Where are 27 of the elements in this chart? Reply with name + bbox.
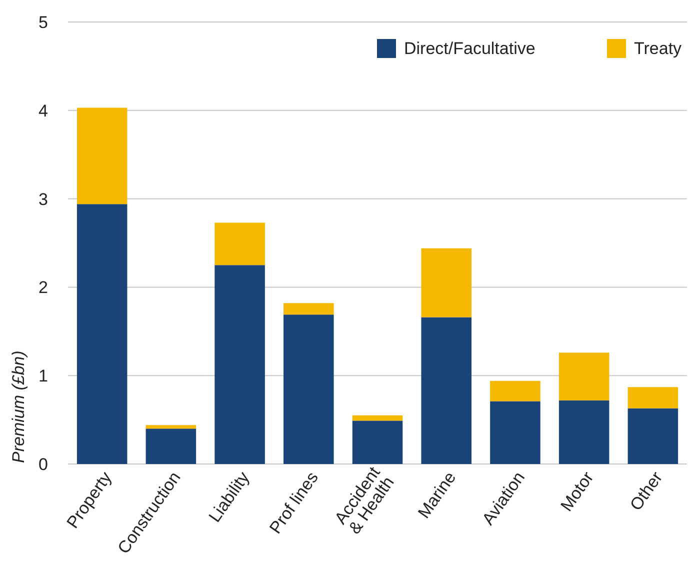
bar [214,222,265,266]
bar [146,425,196,429]
bar [628,387,678,408]
bar [284,314,334,464]
bar [284,303,334,315]
bar [352,420,403,464]
bar [76,108,128,204]
y-tick-label: 5 [38,12,48,32]
bar [490,380,540,402]
legend-label: Treaty [634,38,682,58]
y-tick-label: 3 [38,190,48,209]
bar [352,415,403,421]
y-axis-title: Premium (£bn) [9,350,28,463]
y-tick-label: 4 [38,101,48,120]
bar [76,204,128,464]
legend-label: Direct/Facultative [404,38,536,58]
bar [421,317,472,464]
bar [146,428,196,464]
bar [421,248,472,318]
bar [558,352,610,400]
bar [558,400,610,464]
y-tick-label: 1 [38,366,48,386]
y-tick-label: 0 [38,454,48,474]
y-tick-label: 2 [38,278,48,298]
bar [490,401,540,464]
bar [628,408,678,464]
bar [214,265,265,464]
